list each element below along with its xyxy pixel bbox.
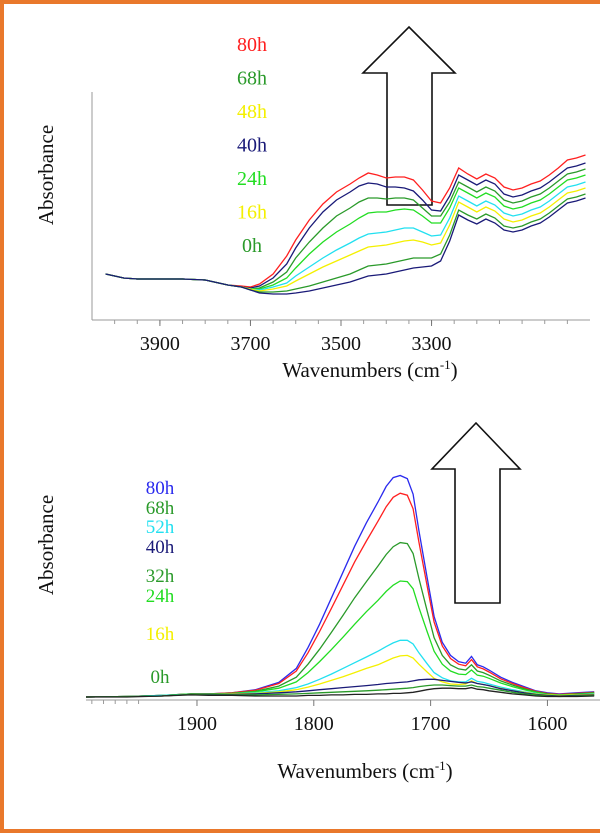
series-line	[85, 678, 595, 698]
x-tick-label: 1900	[177, 713, 217, 735]
series-line	[86, 686, 595, 698]
legend-label: 0h	[151, 667, 171, 688]
legend-label: 68h	[237, 68, 267, 90]
x-axis-label-close: )	[451, 358, 458, 382]
series-line	[85, 492, 595, 698]
series-line	[85, 474, 595, 698]
legend-label: 24h	[146, 586, 175, 607]
legend-label: 40h	[146, 537, 175, 558]
series-line	[85, 639, 595, 698]
increase-arrow	[430, 421, 522, 604]
x-tick-label: 1800	[294, 713, 334, 735]
x-axis-label-sup: -1	[440, 357, 451, 372]
legend-label: 48h	[237, 101, 267, 123]
series-line	[105, 181, 586, 291]
x-axis-label: Wavenumbers (cm-1)	[277, 758, 452, 783]
legend-label: 68h	[146, 498, 175, 519]
y-axis-label: Absorbance	[34, 125, 58, 225]
legend-label: 52h	[146, 517, 175, 538]
x-axis-label: Wavenumbers (cm-1)	[282, 357, 457, 382]
legend-label: 40h	[237, 135, 267, 157]
legend-label: 16h	[237, 202, 267, 224]
x-tick-label: 3700	[230, 333, 270, 355]
x-axis-label-text: Wavenumbers (cm	[277, 759, 435, 783]
legend-label: 24h	[237, 168, 267, 190]
x-tick-label: 1700	[411, 713, 451, 735]
legend-label: 80h	[237, 34, 267, 56]
y-axis-label: Absorbance	[34, 495, 58, 595]
chart-panel-bottom: Absorbance 1900 1800 1700 1600 80h68h52h40h…	[34, 421, 600, 783]
x-ticks: 1900 1800 1700 1600	[91, 700, 567, 735]
x-axis-label-text: Wavenumbers (cm	[282, 358, 440, 382]
series-line	[85, 684, 595, 698]
x-axis-label-sup: -1	[435, 758, 446, 773]
legend-label: 16h	[146, 624, 175, 645]
legend-label: 80h	[146, 478, 175, 499]
series-line	[85, 580, 595, 698]
x-tick-label: 3300	[412, 333, 452, 355]
legend-label: 32h	[146, 566, 175, 587]
series-line	[105, 154, 586, 288]
series-group	[85, 474, 595, 698]
chart-panel-top: Absorbance 3900 3700 3500 3300 80h 68h 48h 40h…	[34, 25, 590, 382]
x-tick-label: 3900	[140, 333, 180, 355]
legend-label: 0h	[242, 235, 262, 257]
x-tick-label: 1600	[527, 713, 567, 735]
legend: 80h 68h 48h 40h 24h 16h 0h	[237, 34, 267, 257]
series-line	[105, 197, 586, 295]
x-ticks: 3900 3700 3500 3300	[114, 320, 568, 355]
x-tick-label: 3500	[321, 333, 361, 355]
series-line	[105, 162, 586, 289]
increase-arrow	[361, 25, 457, 206]
x-axis-label-close: )	[446, 759, 453, 783]
series-line	[85, 541, 595, 698]
series-group	[105, 154, 586, 295]
